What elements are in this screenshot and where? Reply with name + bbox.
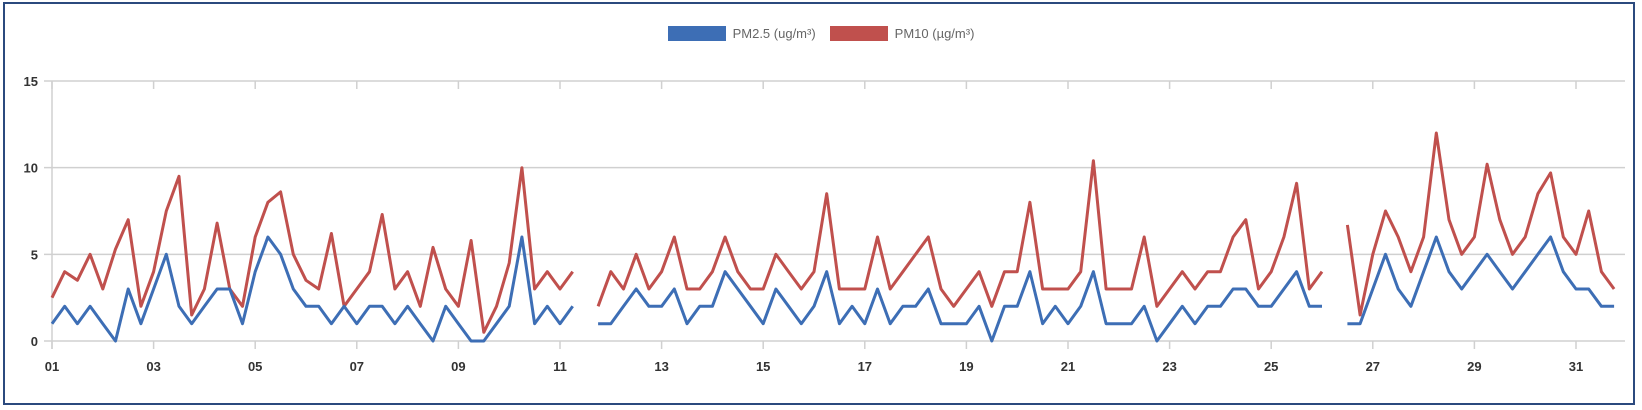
x-tick-label: 19 (959, 359, 973, 374)
series-line-pm10 (50, 166, 574, 334)
chart-frame (3, 2, 1635, 405)
legend-swatch-pm25 (667, 26, 726, 41)
y-tick-label: 15 (24, 74, 38, 89)
legend-item-pm10[interactable]: PM10 (µg/m³) (829, 26, 975, 41)
legend: PM2.5 (ug/m³) PM10 (µg/m³) (0, 26, 1642, 41)
x-tick-label: 23 (1162, 359, 1176, 374)
y-tick-label: 10 (24, 161, 38, 176)
x-tick-label: 11 (553, 359, 567, 374)
series-line-pm25 (50, 235, 574, 343)
legend-swatch-pm10 (829, 26, 888, 41)
series-line-pm10 (1345, 131, 1616, 317)
y-tick-label: 0 (31, 334, 38, 349)
x-tick-label: 21 (1061, 359, 1075, 374)
x-tick-label: 07 (350, 359, 364, 374)
x-tick-label: 05 (248, 359, 262, 374)
x-tick-label: 01 (45, 359, 59, 374)
x-tick-label: 27 (1366, 359, 1380, 374)
x-tick-label: 31 (1569, 359, 1583, 374)
x-tick-label: 29 (1467, 359, 1481, 374)
series-line-pm25 (1347, 235, 1615, 326)
x-tick-label: 25 (1264, 359, 1278, 374)
y-tick-label: 5 (31, 247, 38, 262)
legend-label-pm10: PM10 (µg/m³) (894, 26, 975, 41)
series-line-pm10 (596, 159, 1324, 308)
series-line-pm25 (598, 270, 1322, 343)
x-tick-label: 03 (146, 359, 160, 374)
x-tick-label: 13 (654, 359, 668, 374)
legend-item-pm25[interactable]: PM2.5 (ug/m³) (667, 26, 816, 41)
x-tick-label: 09 (451, 359, 465, 374)
legend-label-pm25: PM2.5 (ug/m³) (732, 26, 816, 41)
x-tick-label: 15 (756, 359, 770, 374)
x-tick-label: 17 (858, 359, 872, 374)
